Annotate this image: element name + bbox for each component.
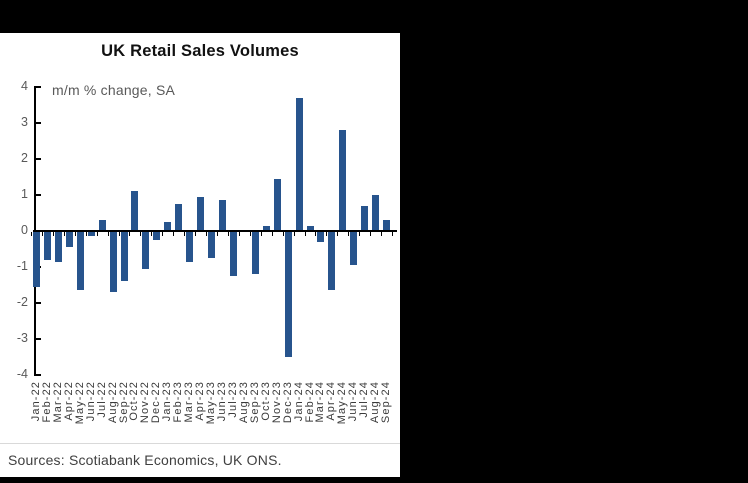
plot-area: 4 3 2 1 0 -1 -2 -3 -4 Jan-22 Feb-22 Mar-22 Apr-22 May… (0, 33, 400, 477)
y-axis-tick (34, 338, 41, 340)
bar-May-24 (339, 130, 347, 231)
x-tick-label: Jul-22 (95, 381, 108, 418)
y-axis-tick-label: 0 (21, 223, 28, 237)
x-axis-tick (392, 232, 394, 236)
x-axis-tick (107, 232, 109, 236)
x-axis-tick (184, 232, 186, 236)
bar-Apr-24 (328, 231, 336, 291)
footer-divider (0, 443, 400, 444)
bar-Feb-23 (175, 204, 183, 231)
bar-Dec-22 (153, 231, 161, 240)
x-axis-tick (370, 232, 372, 236)
bar-Apr-23 (197, 196, 205, 231)
x-axis-tick (304, 232, 306, 236)
y-axis-tick-label: 2 (21, 151, 28, 165)
x-axis-tick (282, 232, 284, 236)
y-axis-tick-label: 4 (21, 79, 28, 93)
bar-Jun-22 (87, 231, 95, 237)
y-axis-tick-label: -4 (16, 367, 28, 381)
x-axis-tick (31, 232, 33, 236)
bar-Mar-24 (317, 231, 325, 242)
x-axis-tick (293, 232, 295, 236)
bar-Jan-23 (164, 222, 172, 231)
x-axis-tick (326, 232, 328, 236)
x-tick-label: Sep-24 (380, 381, 393, 424)
y-axis-tick (34, 302, 41, 304)
x-tick-label: Aug-22 (106, 381, 119, 424)
x-axis-tick (63, 232, 65, 236)
x-axis-tick (337, 232, 339, 236)
x-axis-tick (359, 232, 361, 236)
bar-Dec-23 (284, 231, 292, 357)
x-axis-tick (129, 232, 131, 236)
x-axis-tick (85, 232, 87, 236)
bar-Feb-24 (306, 225, 314, 231)
chart-subtitle: m/m % change, SA (52, 82, 176, 98)
x-axis-tick (249, 232, 251, 236)
x-axis-tick (271, 232, 273, 236)
bar-Jan-24 (295, 97, 303, 231)
bar-Mar-23 (186, 231, 194, 262)
x-tick-label: Dec-23 (281, 381, 294, 424)
bar-Feb-22 (43, 231, 51, 260)
y-axis-tick (34, 122, 41, 124)
x-axis-tick (74, 232, 76, 236)
chart-panel: UK Retail Sales Volumes m/m % change, SA… (0, 33, 400, 477)
x-axis-tick (217, 232, 218, 236)
x-axis-tick (118, 232, 120, 236)
y-axis-tick-label: 3 (21, 115, 28, 129)
source-note: Sources: Scotiabank Economics, UK ONS. (8, 452, 282, 468)
x-axis-tick (227, 232, 229, 236)
x-axis-tick (173, 232, 175, 236)
bar-Jan-22 (33, 231, 40, 287)
x-axis-tick (206, 232, 208, 236)
y-axis-tick (34, 194, 41, 196)
bar-May-22 (76, 231, 84, 291)
x-axis-tick (96, 232, 98, 236)
bar-Nov-22 (142, 231, 150, 269)
bar-Sep-22 (120, 231, 128, 282)
bar-Mar-22 (54, 231, 62, 262)
bar-Jun-23 (218, 200, 226, 231)
y-axis-tick (34, 374, 41, 376)
chart-title: UK Retail Sales Volumes (101, 42, 299, 60)
bar-Aug-24 (372, 195, 380, 231)
bar-Apr-22 (65, 231, 73, 248)
y-axis-tick-label: -2 (16, 295, 28, 309)
bar-Sep-24 (383, 220, 391, 231)
x-axis-tick (140, 232, 142, 236)
x-axis-tick (315, 232, 317, 236)
y-axis-tick (34, 86, 41, 88)
x-axis-zero-line (33, 229, 397, 233)
x-axis-tick (162, 232, 164, 236)
x-axis-tick (260, 232, 262, 236)
x-axis-tick (238, 232, 240, 236)
bar-Sep-23 (251, 231, 259, 275)
bar-Oct-23 (262, 225, 270, 231)
x-axis-tick (381, 232, 383, 236)
x-tick-label: Jan-24 (292, 381, 305, 422)
x-axis-tick (195, 232, 197, 236)
y-axis-tick-label: -1 (16, 259, 28, 273)
x-axis-tick (41, 232, 43, 236)
bar-Nov-23 (273, 178, 281, 231)
bar-Jun-24 (350, 231, 358, 266)
x-axis-tick (52, 232, 54, 236)
bar-Jul-23 (229, 231, 237, 276)
y-axis-tick-label: -3 (16, 331, 28, 345)
bar-Oct-22 (131, 191, 139, 231)
x-axis-tick (151, 232, 153, 236)
y-axis-tick (34, 158, 41, 160)
bar-Jul-24 (361, 205, 369, 231)
bar-May-23 (208, 231, 216, 258)
bar-Aug-22 (109, 231, 117, 293)
bar-Jul-22 (98, 220, 106, 231)
x-axis-tick (348, 232, 350, 236)
y-axis-tick-label: 1 (21, 187, 28, 201)
